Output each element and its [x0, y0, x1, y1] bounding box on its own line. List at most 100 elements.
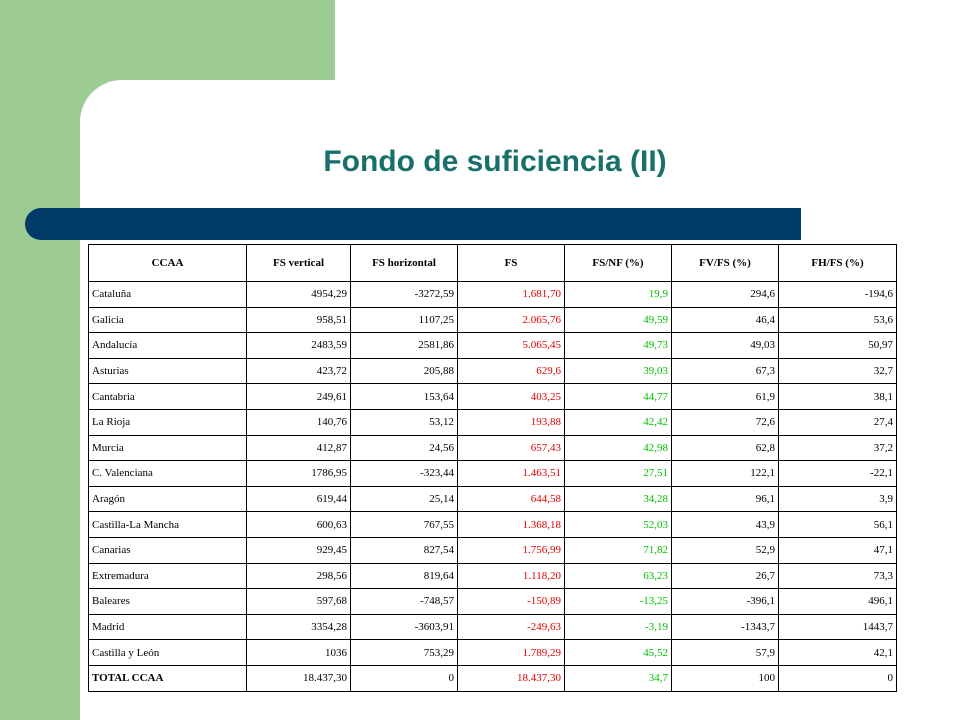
value-cell: -194,6 [778, 281, 897, 308]
region-name-cell: TOTAL CCAA [88, 664, 247, 692]
value-cell: 753,29 [350, 639, 458, 666]
value-cell: 298,56 [246, 562, 351, 590]
table-row: Castilla y León 1036 753,29 1.789,29 45,52 57… [88, 639, 897, 666]
value-cell: 5.065,45 [457, 332, 565, 359]
table-row: Galicia 958,51 1107,25 2.065,76 49,59 46,4 53,… [88, 306, 897, 334]
value-cell: 46,4 [671, 306, 779, 334]
value-cell: -3272,59 [350, 281, 458, 308]
region-name-cell: Canarias [88, 536, 247, 564]
value-cell: 140,76 [246, 408, 351, 436]
table-row: Extremadura 298,56 819,64 1.118,20 63,23 26,7… [88, 562, 897, 590]
value-cell: 1107,25 [350, 306, 458, 334]
region-name-cell: Murcia [88, 434, 247, 462]
value-cell: 52,9 [671, 536, 779, 564]
value-cell: 57,9 [671, 639, 779, 666]
value-cell: 629,6 [457, 357, 565, 385]
value-cell: 62,8 [671, 434, 779, 462]
table-row: Cantabria 249,61 153,64 403,25 44,77 61,9 38,1 [88, 383, 897, 410]
value-cell: 32,7 [778, 357, 897, 385]
table-header-row: CCAA FS vertical FS horizontal FS FS/NF (%) F… [88, 244, 897, 282]
value-cell: 958,51 [246, 306, 351, 334]
value-cell: 37,2 [778, 434, 897, 462]
value-cell: 122,1 [671, 460, 779, 487]
region-name-cell: Galicia [88, 306, 247, 334]
value-cell: -150,89 [457, 588, 565, 615]
column-header: FS [457, 244, 565, 282]
value-cell: 819,64 [350, 562, 458, 590]
value-cell: 34,28 [564, 485, 672, 513]
value-cell: 412,87 [246, 434, 351, 462]
value-cell: 43,9 [671, 511, 779, 538]
value-cell: 18.437,30 [457, 664, 565, 692]
value-cell: 38,1 [778, 383, 897, 410]
value-cell: -323,44 [350, 460, 458, 487]
column-header: FS horizontal [350, 244, 458, 282]
value-cell: 49,59 [564, 306, 672, 334]
value-cell: -249,63 [457, 613, 565, 641]
value-cell: 61,9 [671, 383, 779, 410]
value-cell: 47,1 [778, 536, 897, 564]
table-row: Canarias 929,45 827,54 1.756,99 71,82 52,9 47,… [88, 536, 897, 564]
value-cell: 294,6 [671, 281, 779, 308]
region-name-cell: Castilla y León [88, 639, 247, 666]
value-cell: 52,03 [564, 511, 672, 538]
table-row: La Rioja 140,76 53,12 193,88 42,42 72,6 27,4 [88, 408, 897, 436]
value-cell: 45,52 [564, 639, 672, 666]
value-cell: 1.368,18 [457, 511, 565, 538]
value-cell: 53,12 [350, 408, 458, 436]
value-cell: 1036 [246, 639, 351, 666]
value-cell: 1786,95 [246, 460, 351, 487]
table-row: Asturias 423,72 205,88 629,6 39,03 67,3 32,7 [88, 357, 897, 385]
value-cell: 19,9 [564, 281, 672, 308]
table-row: Andalucía 2483,59 2581,86 5.065,45 49,73 49,0… [88, 332, 897, 359]
value-cell: 205,88 [350, 357, 458, 385]
value-cell: 56,1 [778, 511, 897, 538]
value-cell: 49,73 [564, 332, 672, 359]
column-header: FH/FS (%) [778, 244, 897, 282]
value-cell: 100 [671, 664, 779, 692]
value-cell: 1.756,99 [457, 536, 565, 564]
value-cell: 193,88 [457, 408, 565, 436]
value-cell: 1.681,70 [457, 281, 565, 308]
table-row: Cataluña 4954,29 -3272,59 1.681,70 19,9 294,6… [88, 281, 897, 308]
value-cell: 600,63 [246, 511, 351, 538]
value-cell: 71,82 [564, 536, 672, 564]
value-cell: 42,42 [564, 408, 672, 436]
region-name-cell: Extremadura [88, 562, 247, 590]
region-name-cell: Cantabria [88, 383, 247, 410]
table-row: C. Valenciana 1786,95 -323,44 1.463,51 27,51… [88, 460, 897, 487]
region-name-cell: Baleares [88, 588, 247, 615]
slide-title: Fondo de suficiencia (II) [323, 145, 667, 178]
value-cell: 67,3 [671, 357, 779, 385]
column-header: FS vertical [246, 244, 351, 282]
value-cell: 44,77 [564, 383, 672, 410]
value-cell: 27,4 [778, 408, 897, 436]
region-name-cell: Castilla-La Mancha [88, 511, 247, 538]
region-name-cell: Asturias [88, 357, 247, 385]
value-cell: 53,6 [778, 306, 897, 334]
value-cell: 423,72 [246, 357, 351, 385]
value-cell: 496,1 [778, 588, 897, 615]
value-cell: -3,19 [564, 613, 672, 641]
value-cell: 50,97 [778, 332, 897, 359]
value-cell: 597,68 [246, 588, 351, 615]
value-cell: 827,54 [350, 536, 458, 564]
column-header: CCAA [88, 244, 247, 282]
value-cell: -22,1 [778, 460, 897, 487]
value-cell: -13,25 [564, 588, 672, 615]
value-cell: 0 [350, 664, 458, 692]
region-name-cell: La Rioja [88, 408, 247, 436]
value-cell: 3,9 [778, 485, 897, 513]
value-cell: -396,1 [671, 588, 779, 615]
table-row: Baleares 597,68 -748,57 -150,89 -13,25 -396,1… [88, 588, 897, 615]
region-name-cell: C. Valenciana [88, 460, 247, 487]
value-cell: 1.463,51 [457, 460, 565, 487]
value-cell: 929,45 [246, 536, 351, 564]
region-name-cell: Aragón [88, 485, 247, 513]
value-cell: 4954,29 [246, 281, 351, 308]
value-cell: 403,25 [457, 383, 565, 410]
value-cell: 2581,86 [350, 332, 458, 359]
value-cell: 619,44 [246, 485, 351, 513]
value-cell: 34,7 [564, 664, 672, 692]
value-cell: 63,23 [564, 562, 672, 590]
